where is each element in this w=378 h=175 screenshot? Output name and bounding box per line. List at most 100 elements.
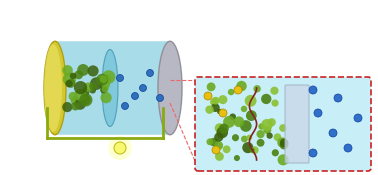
Circle shape <box>234 116 244 127</box>
FancyBboxPatch shape <box>195 77 371 171</box>
Circle shape <box>71 96 79 105</box>
Circle shape <box>215 152 224 161</box>
Circle shape <box>272 149 279 156</box>
Circle shape <box>228 89 234 95</box>
Circle shape <box>132 93 138 100</box>
Circle shape <box>67 79 76 88</box>
Ellipse shape <box>102 50 118 127</box>
Circle shape <box>240 120 252 132</box>
FancyBboxPatch shape <box>55 41 170 135</box>
Circle shape <box>89 83 97 90</box>
Circle shape <box>274 133 281 141</box>
Circle shape <box>147 69 153 76</box>
Circle shape <box>205 106 214 114</box>
Circle shape <box>261 94 271 104</box>
Circle shape <box>206 138 214 145</box>
Circle shape <box>229 113 236 120</box>
Circle shape <box>102 75 111 83</box>
Circle shape <box>214 133 223 142</box>
Circle shape <box>79 93 93 107</box>
Circle shape <box>234 86 242 94</box>
Circle shape <box>90 77 103 90</box>
Circle shape <box>214 141 223 150</box>
Circle shape <box>242 142 253 153</box>
Circle shape <box>251 146 259 154</box>
Circle shape <box>114 142 126 154</box>
Circle shape <box>62 102 73 112</box>
Circle shape <box>102 70 115 84</box>
Circle shape <box>81 88 89 96</box>
Circle shape <box>223 116 235 128</box>
Circle shape <box>96 74 108 86</box>
Circle shape <box>84 82 93 92</box>
Circle shape <box>65 80 73 87</box>
Circle shape <box>271 99 279 107</box>
Circle shape <box>74 81 87 94</box>
Circle shape <box>280 139 288 147</box>
Circle shape <box>98 78 110 90</box>
Circle shape <box>263 126 271 134</box>
FancyBboxPatch shape <box>285 85 309 163</box>
Circle shape <box>156 94 164 101</box>
Circle shape <box>258 123 265 130</box>
Circle shape <box>210 98 218 106</box>
Circle shape <box>257 130 265 138</box>
Circle shape <box>309 86 317 94</box>
Circle shape <box>121 103 129 110</box>
Circle shape <box>209 138 218 146</box>
Circle shape <box>217 109 223 114</box>
Circle shape <box>62 65 73 76</box>
Ellipse shape <box>158 41 182 135</box>
Circle shape <box>334 94 342 102</box>
Circle shape <box>70 73 76 79</box>
Circle shape <box>223 145 231 153</box>
Circle shape <box>218 95 228 104</box>
Circle shape <box>277 137 288 148</box>
Circle shape <box>63 72 76 86</box>
Circle shape <box>215 123 224 133</box>
Circle shape <box>219 124 229 134</box>
Circle shape <box>217 127 228 138</box>
Circle shape <box>329 129 337 137</box>
Circle shape <box>270 87 279 95</box>
Circle shape <box>249 148 255 153</box>
Circle shape <box>354 114 362 122</box>
Circle shape <box>139 85 147 92</box>
Circle shape <box>241 136 248 142</box>
Circle shape <box>102 86 108 93</box>
Circle shape <box>279 124 287 132</box>
Circle shape <box>71 102 80 110</box>
Circle shape <box>268 118 276 126</box>
Circle shape <box>74 70 83 79</box>
Ellipse shape <box>44 41 66 135</box>
Circle shape <box>246 135 252 140</box>
Circle shape <box>246 110 257 121</box>
Circle shape <box>232 134 239 141</box>
Circle shape <box>344 144 352 152</box>
Circle shape <box>219 109 227 117</box>
Circle shape <box>266 132 273 139</box>
Circle shape <box>236 81 247 91</box>
Ellipse shape <box>44 44 62 132</box>
Circle shape <box>245 95 257 107</box>
Circle shape <box>212 146 220 154</box>
Circle shape <box>99 75 107 83</box>
Circle shape <box>212 97 220 105</box>
Circle shape <box>277 154 289 165</box>
Circle shape <box>207 82 215 91</box>
Circle shape <box>211 103 220 112</box>
Circle shape <box>80 94 91 105</box>
Circle shape <box>100 87 107 93</box>
Circle shape <box>89 87 96 94</box>
Circle shape <box>116 75 124 82</box>
Circle shape <box>108 136 132 160</box>
Circle shape <box>101 92 112 103</box>
Circle shape <box>257 139 265 147</box>
Circle shape <box>87 65 99 76</box>
Circle shape <box>77 64 89 76</box>
Circle shape <box>68 92 77 101</box>
Circle shape <box>261 119 273 131</box>
Circle shape <box>234 155 240 161</box>
Circle shape <box>241 106 247 112</box>
Circle shape <box>74 98 86 110</box>
